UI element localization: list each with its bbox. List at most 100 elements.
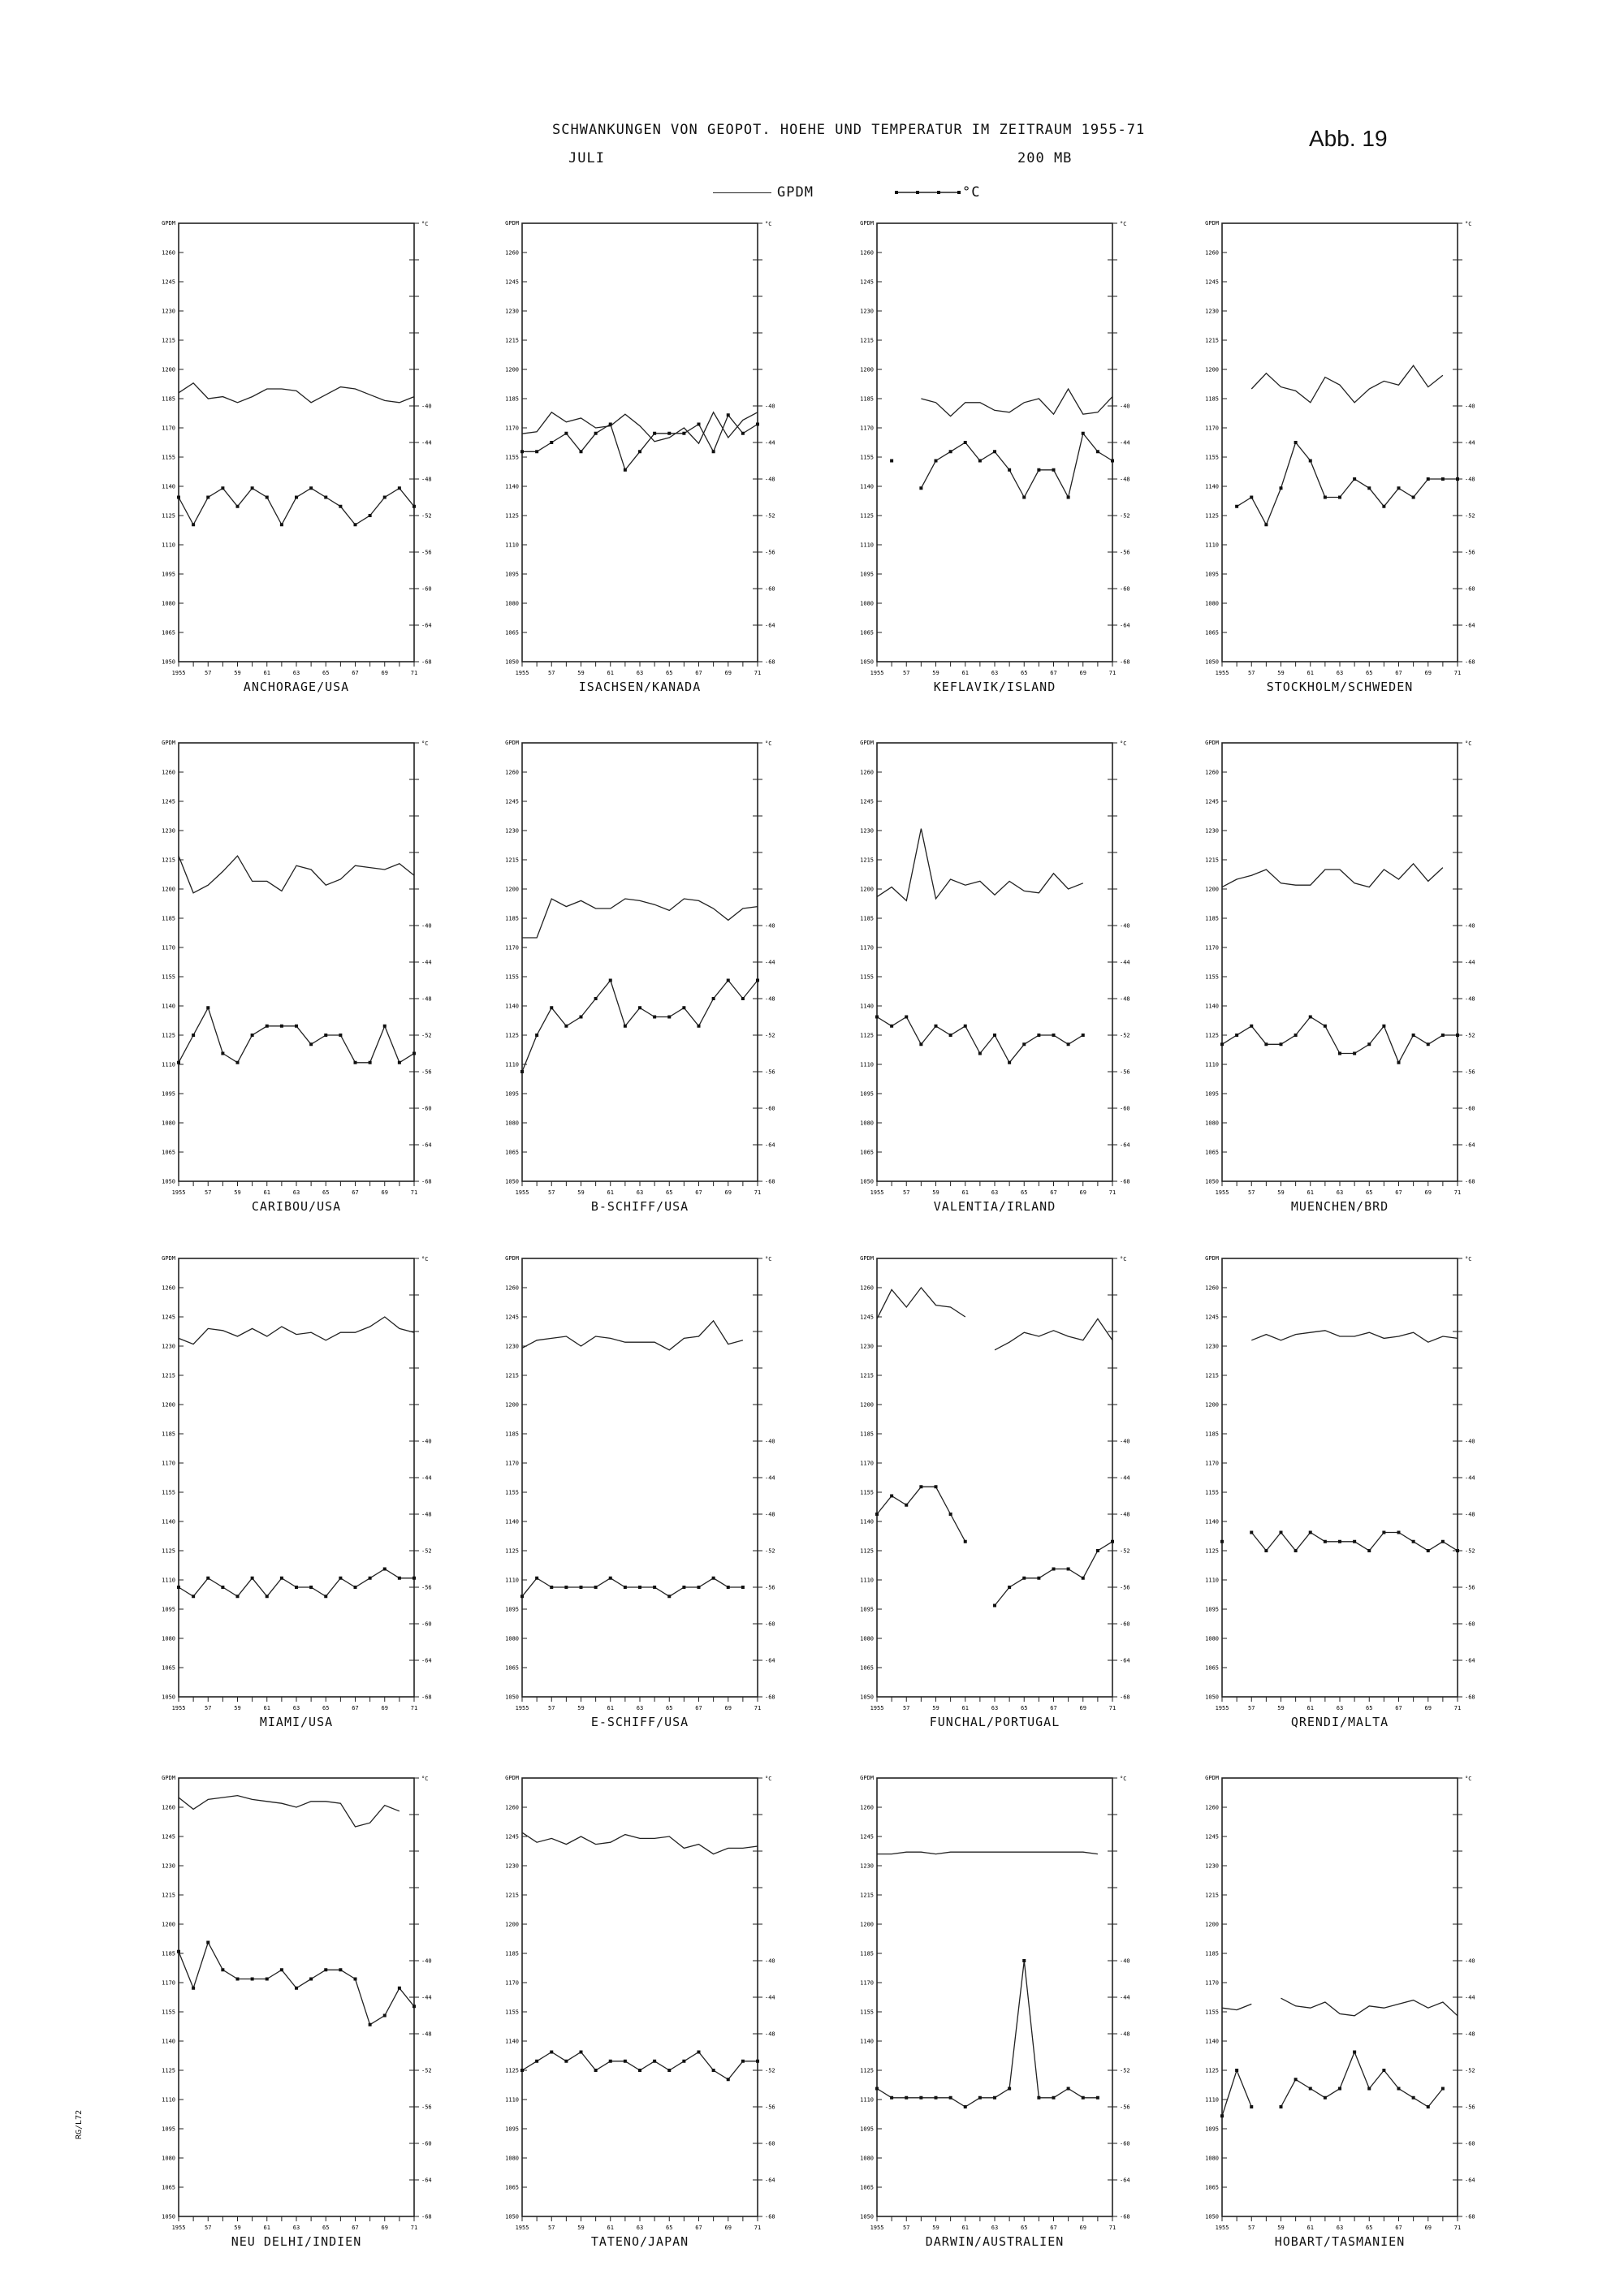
- left-tick-label: 1230: [860, 309, 874, 315]
- right-axis-label: °C: [1465, 1256, 1471, 1262]
- left-tick-label: 1200: [860, 887, 874, 893]
- temperature-point: [1095, 2095, 1099, 2100]
- station-chart-svg: 1050 1065 1080 1095 1110 1125 1140 1155 1170 1185…: [505, 1775, 775, 2231]
- temperature-point: [1279, 2105, 1283, 2108]
- x-tick-label: 65: [1366, 1705, 1372, 1711]
- temperature-point: [1426, 1549, 1430, 1552]
- temperature-point: [1397, 2087, 1401, 2091]
- left-tick-label: 1140: [505, 2039, 519, 2045]
- right-tick-label: -44: [1465, 1475, 1475, 1482]
- figure-header: SCHWANKUNGEN VON GEOPOT. HOEHE UND TEMPE…: [0, 0, 1624, 211]
- temperature-point: [564, 1024, 568, 1028]
- x-tick-label: 69: [1080, 1189, 1086, 1196]
- left-tick-label: 1125: [162, 513, 175, 520]
- right-tick-label: -40: [765, 404, 775, 410]
- right-axis-label: °C: [421, 1776, 428, 1782]
- station-label: VALENTIA/IRLAND: [933, 1199, 1056, 1214]
- left-tick-label: 1065: [162, 1665, 175, 1672]
- temperature-point: [638, 1006, 641, 1010]
- x-tick-label: 57: [903, 670, 909, 676]
- right-tick-label: -68: [765, 1694, 775, 1701]
- temperature-point: [697, 1024, 701, 1028]
- left-tick-label: 1170: [162, 1461, 175, 1467]
- temperature-point: [875, 2087, 879, 2091]
- temperature-point: [1037, 1576, 1041, 1580]
- right-tick-label: -68: [1120, 2214, 1130, 2220]
- temperature-point: [309, 1042, 313, 1047]
- temperature-point: [397, 1576, 401, 1580]
- plot-frame: [178, 222, 415, 662]
- x-tick-label: 1955: [870, 1189, 884, 1196]
- plot-area: 1050 1065 1080 1095 1110 1125 1140 1155 1170 1185…: [860, 220, 1130, 676]
- left-tick-label: 1110: [162, 1062, 175, 1068]
- plot-frame: [1221, 1258, 1458, 1698]
- left-tick-label: 1095: [1205, 572, 1219, 578]
- temperature-point: [1456, 477, 1459, 481]
- left-tick-label: 1050: [860, 1179, 874, 1185]
- right-tick-label: -60: [765, 1106, 775, 1112]
- right-tick-label: -64: [1120, 1142, 1130, 1149]
- temperature-point: [1008, 468, 1012, 472]
- x-tick-label: 1955: [1216, 1705, 1229, 1711]
- temperature-point: [1081, 1576, 1085, 1580]
- temperature-point: [1037, 1034, 1041, 1037]
- left-tick-label: 1065: [505, 1150, 519, 1156]
- temperature-point: [741, 1586, 745, 1589]
- plot-area: 1050 1065 1080 1095 1110 1125 1140 1155 1170 1185…: [162, 220, 432, 676]
- legend-gpdm-label: GPDM: [777, 184, 814, 201]
- station-chart: 1050 1065 1080 1095 1110 1125 1140 1155 1170 1185…: [843, 212, 1151, 715]
- x-tick-label: 59: [1277, 670, 1284, 676]
- temperature-line: [521, 979, 758, 1072]
- x-tick-label: 57: [1248, 1705, 1255, 1711]
- right-axis-label: °C: [1465, 740, 1471, 747]
- x-tick-label: 71: [1109, 2225, 1116, 2231]
- x-tick-label: 1955: [172, 1189, 186, 1196]
- right-tick-label: -48: [765, 996, 775, 1003]
- plot-area: 1050 1065 1080 1095 1110 1125 1140 1155 1170 1185…: [162, 1775, 432, 2231]
- temperature-point: [1440, 2087, 1445, 2091]
- left-tick-label: 1155: [860, 2009, 874, 2016]
- temperature-point: [623, 1024, 627, 1028]
- right-tick-label: -48: [421, 996, 432, 1003]
- right-tick-label: -40: [1465, 404, 1475, 410]
- right-tick-label: -48: [1465, 477, 1475, 483]
- left-tick-label: 1170: [162, 1980, 175, 1987]
- right-axis-label: °C: [421, 1256, 428, 1262]
- right-tick-label: -64: [421, 1658, 432, 1664]
- x-tick-label: 69: [725, 670, 732, 676]
- x-tick-label: 1955: [516, 670, 529, 676]
- temperature-point: [177, 1060, 180, 1064]
- x-tick-label: 63: [637, 1705, 643, 1711]
- temperature-point: [412, 504, 416, 508]
- temperature-point: [653, 431, 657, 435]
- left-tick-label: 1065: [1205, 1150, 1219, 1156]
- right-tick-label: -64: [1120, 623, 1130, 629]
- left-tick-label: 1200: [162, 1922, 175, 1928]
- temperature-point: [550, 1006, 554, 1010]
- x-tick-label: 59: [1277, 1189, 1284, 1196]
- right-tick-label: -60: [1465, 1621, 1475, 1628]
- right-tick-label: -52: [421, 513, 432, 520]
- right-axis-label: °C: [765, 1776, 771, 1782]
- temperature-point: [741, 431, 745, 435]
- right-tick-label: -64: [421, 623, 432, 629]
- left-tick-label: 1155: [162, 2009, 175, 2016]
- left-tick-label: 1260: [162, 1805, 175, 1811]
- legend-temp-label: °C: [962, 184, 981, 201]
- temperature-point: [653, 1015, 657, 1019]
- right-tick-label: -44: [1120, 960, 1130, 966]
- left-axis-label: GPDM: [162, 220, 175, 227]
- x-tick-label: 69: [725, 1189, 732, 1196]
- x-tick-label: 57: [1248, 670, 1255, 676]
- temperature-point: [682, 1006, 686, 1010]
- temperature-point: [368, 2022, 372, 2026]
- x-tick-label: 69: [382, 1189, 388, 1196]
- x-tick-label: 69: [1080, 2225, 1086, 2231]
- left-tick-label: 1260: [1205, 250, 1219, 257]
- left-tick-label: 1200: [1205, 1402, 1219, 1409]
- station-chart: 1050 1065 1080 1095 1110 1125 1140 1155 1170 1185…: [1188, 1767, 1497, 2270]
- temperature-point: [412, 2005, 416, 2009]
- left-axis-label: GPDM: [162, 740, 175, 746]
- temperature-point: [726, 413, 730, 417]
- right-axis-label: °C: [765, 740, 771, 747]
